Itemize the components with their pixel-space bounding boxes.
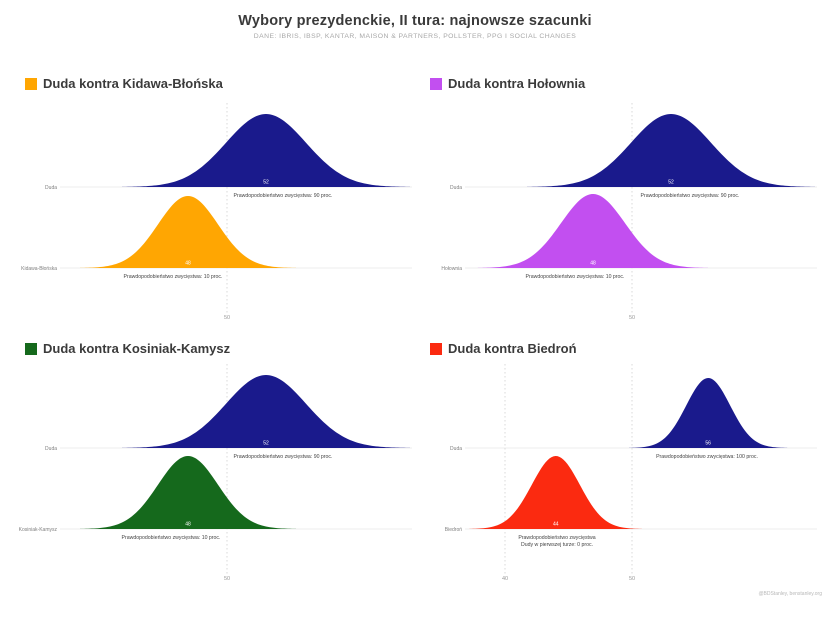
panel-header-holownia: Duda kontra Hołownia bbox=[430, 76, 585, 91]
row-label: Hołownia bbox=[441, 266, 462, 272]
panel-chart: 50 Duda 52 Prawdopodobieństwo zwycięstwa: 9… bbox=[441, 103, 817, 321]
win-probability-annotation: Prawdopodobieństwo zwycięstwa: 100 proc. bbox=[656, 454, 758, 460]
win-probability-annotation: Dudy w pierwszej turze: 0 proc. bbox=[521, 542, 593, 548]
x-tick-label: 40 bbox=[502, 576, 508, 582]
distribution-value-label: 48 bbox=[185, 261, 191, 267]
x-tick-label: 50 bbox=[224, 315, 230, 321]
panel-header-kosiniak: Duda kontra Kosiniak-Kamysz bbox=[25, 341, 230, 356]
row-label: Kidawa-Błońska bbox=[21, 266, 57, 272]
distribution-curve bbox=[527, 114, 815, 187]
distribution-curve bbox=[80, 456, 296, 529]
distribution-curve bbox=[80, 196, 296, 268]
win-probability-annotation: Prawdopodobieństwo zwycięstwa bbox=[518, 535, 595, 541]
row-label: Duda bbox=[450, 185, 462, 191]
distribution-value-label: 52 bbox=[263, 441, 269, 447]
distribution-value-label: 52 bbox=[263, 180, 269, 186]
win-probability-annotation: Prawdopodobieństwo zwycięstwa: 10 proc. bbox=[124, 274, 223, 280]
panel-title: Duda kontra Kosiniak-Kamysz bbox=[43, 341, 231, 356]
win-probability-annotation: Prawdopodobieństwo zwycięstwa: 10 proc. bbox=[122, 535, 221, 541]
distribution-curve bbox=[469, 456, 643, 529]
panel-title: Duda kontra Hołownia bbox=[448, 76, 586, 91]
panel-chart: 40 50 Duda 56 Prawdopodobieństwo zwycięstwa:… bbox=[445, 364, 817, 582]
distribution-value-label: 52 bbox=[668, 180, 674, 186]
panel-header-kidawa: Duda kontra Kidawa-Błońska bbox=[25, 76, 223, 91]
distribution-curve bbox=[477, 194, 709, 268]
distribution-curve bbox=[629, 378, 788, 448]
distribution-value-label: 44 bbox=[553, 522, 559, 528]
distribution-value-label: 56 bbox=[705, 441, 711, 447]
win-probability-annotation: Prawdopodobieństwo zwycięstwa: 90 proc. bbox=[234, 454, 333, 460]
win-probability-annotation: Prawdopodobieństwo zwycięstwa: 90 proc. bbox=[641, 193, 740, 199]
panel-chart: 50 Duda 52 Prawdopodobieństwo zwycięstwa: 9… bbox=[19, 364, 412, 582]
attribution: @BDStanley, benstanley.org bbox=[758, 591, 822, 597]
panel-title: Duda kontra Biedroń bbox=[448, 341, 577, 356]
distribution-value-label: 48 bbox=[590, 261, 596, 267]
distribution-curve bbox=[122, 114, 410, 187]
panel-title: Duda kontra Kidawa-Błońska bbox=[43, 76, 223, 91]
legend-swatch-icon bbox=[430, 342, 442, 355]
page-subtitle: DANE: IBRIS, IBSP, KANTAR, MAISON & PART… bbox=[253, 33, 577, 40]
row-label: Duda bbox=[450, 446, 462, 452]
x-tick-label: 50 bbox=[629, 315, 635, 321]
legend-swatch-icon bbox=[25, 342, 37, 355]
panel-header-biedron: Duda kontra Biedroń bbox=[430, 341, 577, 356]
page-title: Wybory prezydenckie, II tura: najnowsze … bbox=[238, 13, 592, 29]
distribution-value-label: 48 bbox=[185, 522, 191, 528]
row-label: Kosiniak-Kamysz bbox=[19, 527, 58, 533]
x-tick-label: 50 bbox=[224, 576, 230, 582]
legend-swatch-icon bbox=[25, 77, 37, 90]
row-label: Duda bbox=[45, 446, 57, 452]
x-tick-label: 50 bbox=[629, 576, 635, 582]
win-probability-annotation: Prawdopodobieństwo zwycięstwa: 10 proc. bbox=[526, 274, 625, 280]
distribution-curve bbox=[122, 375, 410, 448]
row-label: Duda bbox=[45, 185, 57, 191]
row-label: Biedroń bbox=[445, 527, 462, 533]
legend-swatch-icon bbox=[430, 77, 442, 90]
panel-chart: 50 Duda 52 Prawdopodobieństwo zwycięstwa: 9… bbox=[21, 103, 412, 321]
win-probability-annotation: Prawdopodobieństwo zwycięstwa: 90 proc. bbox=[234, 193, 333, 199]
